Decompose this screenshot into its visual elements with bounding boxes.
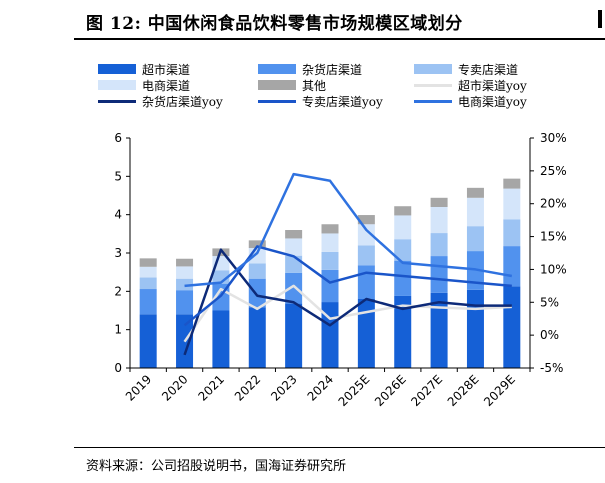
right-tick-label: 15% xyxy=(540,230,567,244)
right-tick-label: -5% xyxy=(540,361,563,375)
left-tick-label: 0 xyxy=(114,361,122,375)
bar-segment xyxy=(431,256,448,293)
series-line xyxy=(185,174,512,286)
bar-segment xyxy=(176,259,193,267)
right-tick-label: 10% xyxy=(540,262,567,276)
bar-segment xyxy=(140,278,157,290)
x-tick-label: 2023 xyxy=(268,372,299,403)
bar-segment xyxy=(503,219,520,246)
x-tick-label: 2027E xyxy=(408,372,445,409)
bar-segment xyxy=(322,270,339,302)
bar-segment xyxy=(431,198,448,207)
bar-segment xyxy=(503,286,520,368)
right-tick-label: 25% xyxy=(540,164,567,178)
bar-segment xyxy=(285,304,302,368)
x-tick-label: 2019 xyxy=(123,372,154,403)
x-tick-label: 2020 xyxy=(159,372,190,403)
bar-segment xyxy=(140,289,157,314)
bar-segment xyxy=(249,307,266,368)
bar-segment xyxy=(431,233,448,256)
bar-segment xyxy=(431,207,448,233)
bar-segment xyxy=(140,267,157,278)
bar-segment xyxy=(212,311,229,369)
bar-segment xyxy=(394,215,411,239)
bar-segment xyxy=(285,230,302,238)
bar-segment xyxy=(249,279,266,308)
x-tick-label: 2021 xyxy=(196,372,227,403)
bar-segment xyxy=(358,299,375,368)
left-tick-label: 1 xyxy=(114,323,122,337)
bar-segment xyxy=(467,290,484,368)
left-tick-label: 4 xyxy=(114,208,122,222)
bar-segment xyxy=(394,206,411,215)
bar-segment xyxy=(358,265,375,299)
source-note: 资料来源：公司招股说明书，国海证券研究所 xyxy=(86,455,346,474)
bar-segment xyxy=(285,256,302,273)
x-tick-label: 2025E xyxy=(336,372,373,409)
right-tick-label: 20% xyxy=(540,197,567,211)
right-tick-label: 5% xyxy=(540,295,559,309)
bar-segment xyxy=(503,179,520,189)
source-rule xyxy=(74,447,605,448)
left-tick-label: 6 xyxy=(114,131,122,145)
bar-segment xyxy=(176,290,193,314)
x-tick-label: 2028E xyxy=(445,372,482,409)
left-tick-label: 2 xyxy=(114,284,122,298)
bar-segment xyxy=(394,261,411,296)
bar-segment xyxy=(285,238,302,255)
right-tick-label: 0% xyxy=(540,328,559,342)
bar-segment xyxy=(467,198,484,226)
x-tick-label: 2026E xyxy=(372,372,409,409)
left-tick-label: 5 xyxy=(114,169,122,183)
bar-segment xyxy=(503,246,520,286)
series-line xyxy=(185,286,512,342)
bar-segment xyxy=(249,263,266,278)
bar-segment xyxy=(467,226,484,251)
bar-segment xyxy=(322,233,339,251)
right-tick-label: 30% xyxy=(540,131,567,145)
bar-segment xyxy=(503,189,520,220)
bar-segment xyxy=(467,188,484,198)
x-tick-label: 2022 xyxy=(232,372,263,403)
bar-segment xyxy=(322,252,339,270)
bar-segment xyxy=(140,314,157,368)
bar-segment xyxy=(176,266,193,278)
x-tick-label: 2029E xyxy=(481,372,518,409)
bar-segment xyxy=(358,245,375,265)
left-tick-label: 3 xyxy=(114,246,122,260)
series-line xyxy=(185,250,512,355)
bar-segment xyxy=(140,258,157,266)
bar-segment xyxy=(322,224,339,233)
x-tick-label: 2024 xyxy=(305,372,336,403)
